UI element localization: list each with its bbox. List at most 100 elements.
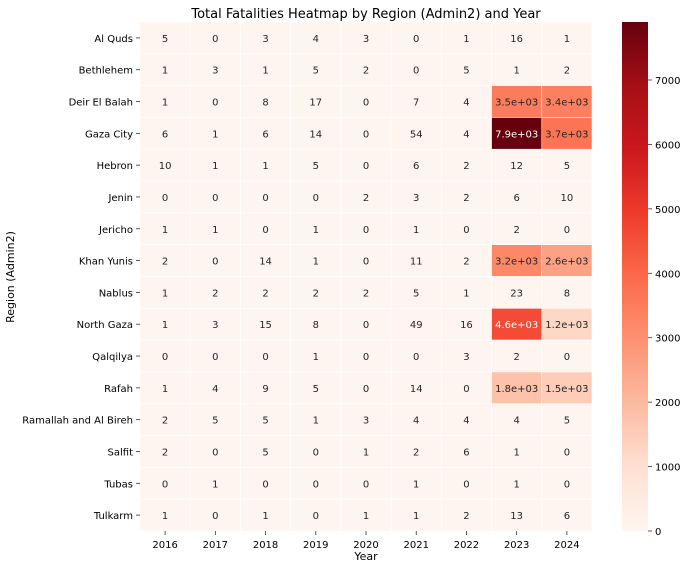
cell-annotation: 6 — [513, 193, 519, 204]
heatmap-cell — [390, 339, 442, 373]
cell-annotation: 1 — [313, 225, 319, 236]
cell-annotation: 54 — [410, 129, 423, 140]
heatmap-cell — [541, 180, 593, 214]
cell-annotation: 3.2e+03 — [495, 257, 538, 268]
heatmap-cell — [541, 85, 593, 118]
cell-annotation: 5 — [564, 161, 570, 172]
heatmap-cell — [240, 244, 291, 277]
cell-annotation: 3.7e+03 — [545, 129, 588, 140]
cell-annotation: 5 — [463, 66, 469, 77]
cell-annotation: 4 — [463, 129, 469, 140]
heatmap-cell — [139, 117, 191, 150]
cell-annotation: 1 — [413, 479, 419, 490]
heatmap-cell — [541, 308, 593, 341]
heatmap-cell — [541, 276, 593, 309]
cell-annotation: 2 — [363, 193, 369, 204]
cell-annotation: 2 — [564, 66, 570, 77]
cell-annotation: 15 — [259, 320, 272, 331]
heatmap-cell — [491, 467, 543, 500]
cell-annotations: 5 0 3 4 3 0 1 16 11 3 1 5 2 0 5 1 21 0 8 17 0 7 4 3.5e+03 3.4e+0… — [159, 34, 589, 522]
cell-annotation: 1 — [162, 320, 168, 331]
colorbar-tick-label: 3000 — [655, 334, 680, 345]
cell-annotation: 0 — [262, 352, 268, 363]
cell-annotation: 4 — [313, 34, 319, 45]
cell-annotation: 3.4e+03 — [545, 98, 588, 109]
heatmap-cell — [441, 244, 492, 277]
y-tick-label: Deir El Balah — [69, 98, 133, 109]
cell-annotation: 3.5e+03 — [495, 98, 538, 109]
heatmap-cell — [240, 21, 291, 55]
cell-annotation: 23 — [510, 288, 523, 299]
cell-annotation: 0 — [212, 257, 218, 268]
x-tick-label: 2016 — [152, 540, 177, 551]
heatmap-cell — [390, 21, 442, 55]
heatmap-cell — [491, 403, 543, 436]
heatmap-cell — [390, 308, 442, 341]
cell-annotation: 0 — [162, 352, 168, 363]
cell-annotation: 9 — [262, 384, 268, 395]
cell-annotation: 8 — [564, 288, 570, 299]
colorbar-tick-label: 5000 — [655, 205, 680, 216]
cell-annotation: 4 — [463, 416, 469, 427]
cell-annotation: 2 — [313, 288, 319, 299]
heatmap-cell — [290, 308, 342, 341]
cell-annotation: 0 — [212, 447, 218, 458]
cell-annotation: 0 — [564, 225, 570, 236]
x-tick-label: 2022 — [454, 540, 479, 551]
heatmap-cell — [491, 21, 543, 55]
cell-annotation: 0 — [262, 479, 268, 490]
heatmap-cell — [189, 212, 241, 245]
cell-annotation: 0 — [463, 384, 469, 395]
y-tick-label: Jericho — [98, 225, 133, 236]
cell-annotation: 5 — [313, 161, 319, 172]
cell-annotation: 1 — [463, 34, 469, 45]
cell-annotation: 2 — [262, 288, 268, 299]
y-tick-label: Tubas — [103, 479, 133, 490]
heatmap-cell — [240, 85, 291, 118]
cell-annotation: 1 — [262, 161, 268, 172]
cell-annotation: 1 — [262, 511, 268, 522]
cell-annotation: 5 — [313, 384, 319, 395]
heatmap-cell — [541, 117, 593, 150]
x-tick-label: 2020 — [353, 540, 378, 551]
heatmap-cell — [491, 53, 543, 86]
heatmap-cell — [441, 403, 492, 436]
cell-annotation: 2 — [212, 288, 218, 299]
cell-annotation: 3 — [212, 320, 218, 331]
heatmap-cell — [139, 371, 191, 405]
cell-annotation: 6 — [262, 129, 268, 140]
colorbar-tick-label: 7000 — [655, 76, 680, 87]
cell-annotation: 0 — [463, 225, 469, 236]
y-tick-label: Nablus — [99, 288, 133, 299]
heatmap-cell — [441, 85, 492, 118]
y-axis-label: Region (Admin2) — [4, 231, 17, 323]
heatmap-cell — [290, 435, 342, 468]
y-tick-labels: Al Quds Bethlehem Deir El Balah Gaza City He… — [22, 34, 140, 522]
heatmap-cell — [541, 339, 593, 373]
cell-annotation: 6 — [413, 161, 419, 172]
heatmap-cell — [340, 53, 392, 86]
colorbar-ticks: 0 1000 2000 3000 4000 5000 6000 7000 — [648, 76, 680, 538]
heatmap-cell — [189, 435, 241, 468]
cell-annotation: 1 — [162, 511, 168, 522]
heatmap-cell — [441, 53, 492, 86]
cell-annotation: 5 — [313, 66, 319, 77]
heatmap-cell — [290, 498, 342, 532]
heatmap-cell — [340, 212, 392, 245]
cell-annotation: 1 — [413, 511, 419, 522]
heatmap-cell — [390, 276, 442, 309]
cell-annotation: 2 — [513, 225, 519, 236]
heatmap-cell — [139, 276, 191, 309]
heatmap-cell — [139, 85, 191, 118]
colorbar-tick-label: 0 — [655, 527, 661, 538]
cell-annotation: 6 — [463, 447, 469, 458]
cell-annotation: 12 — [510, 161, 523, 172]
x-tick-label: 2021 — [403, 540, 428, 551]
heatmap-cell — [240, 371, 291, 405]
cell-annotation: 10 — [561, 193, 574, 204]
heatmap-cell — [189, 467, 241, 500]
heatmap-cell — [139, 53, 191, 86]
y-tick-label: Gaza City — [85, 129, 133, 140]
heatmap-cell — [541, 467, 593, 500]
heatmap-cell — [441, 148, 492, 182]
